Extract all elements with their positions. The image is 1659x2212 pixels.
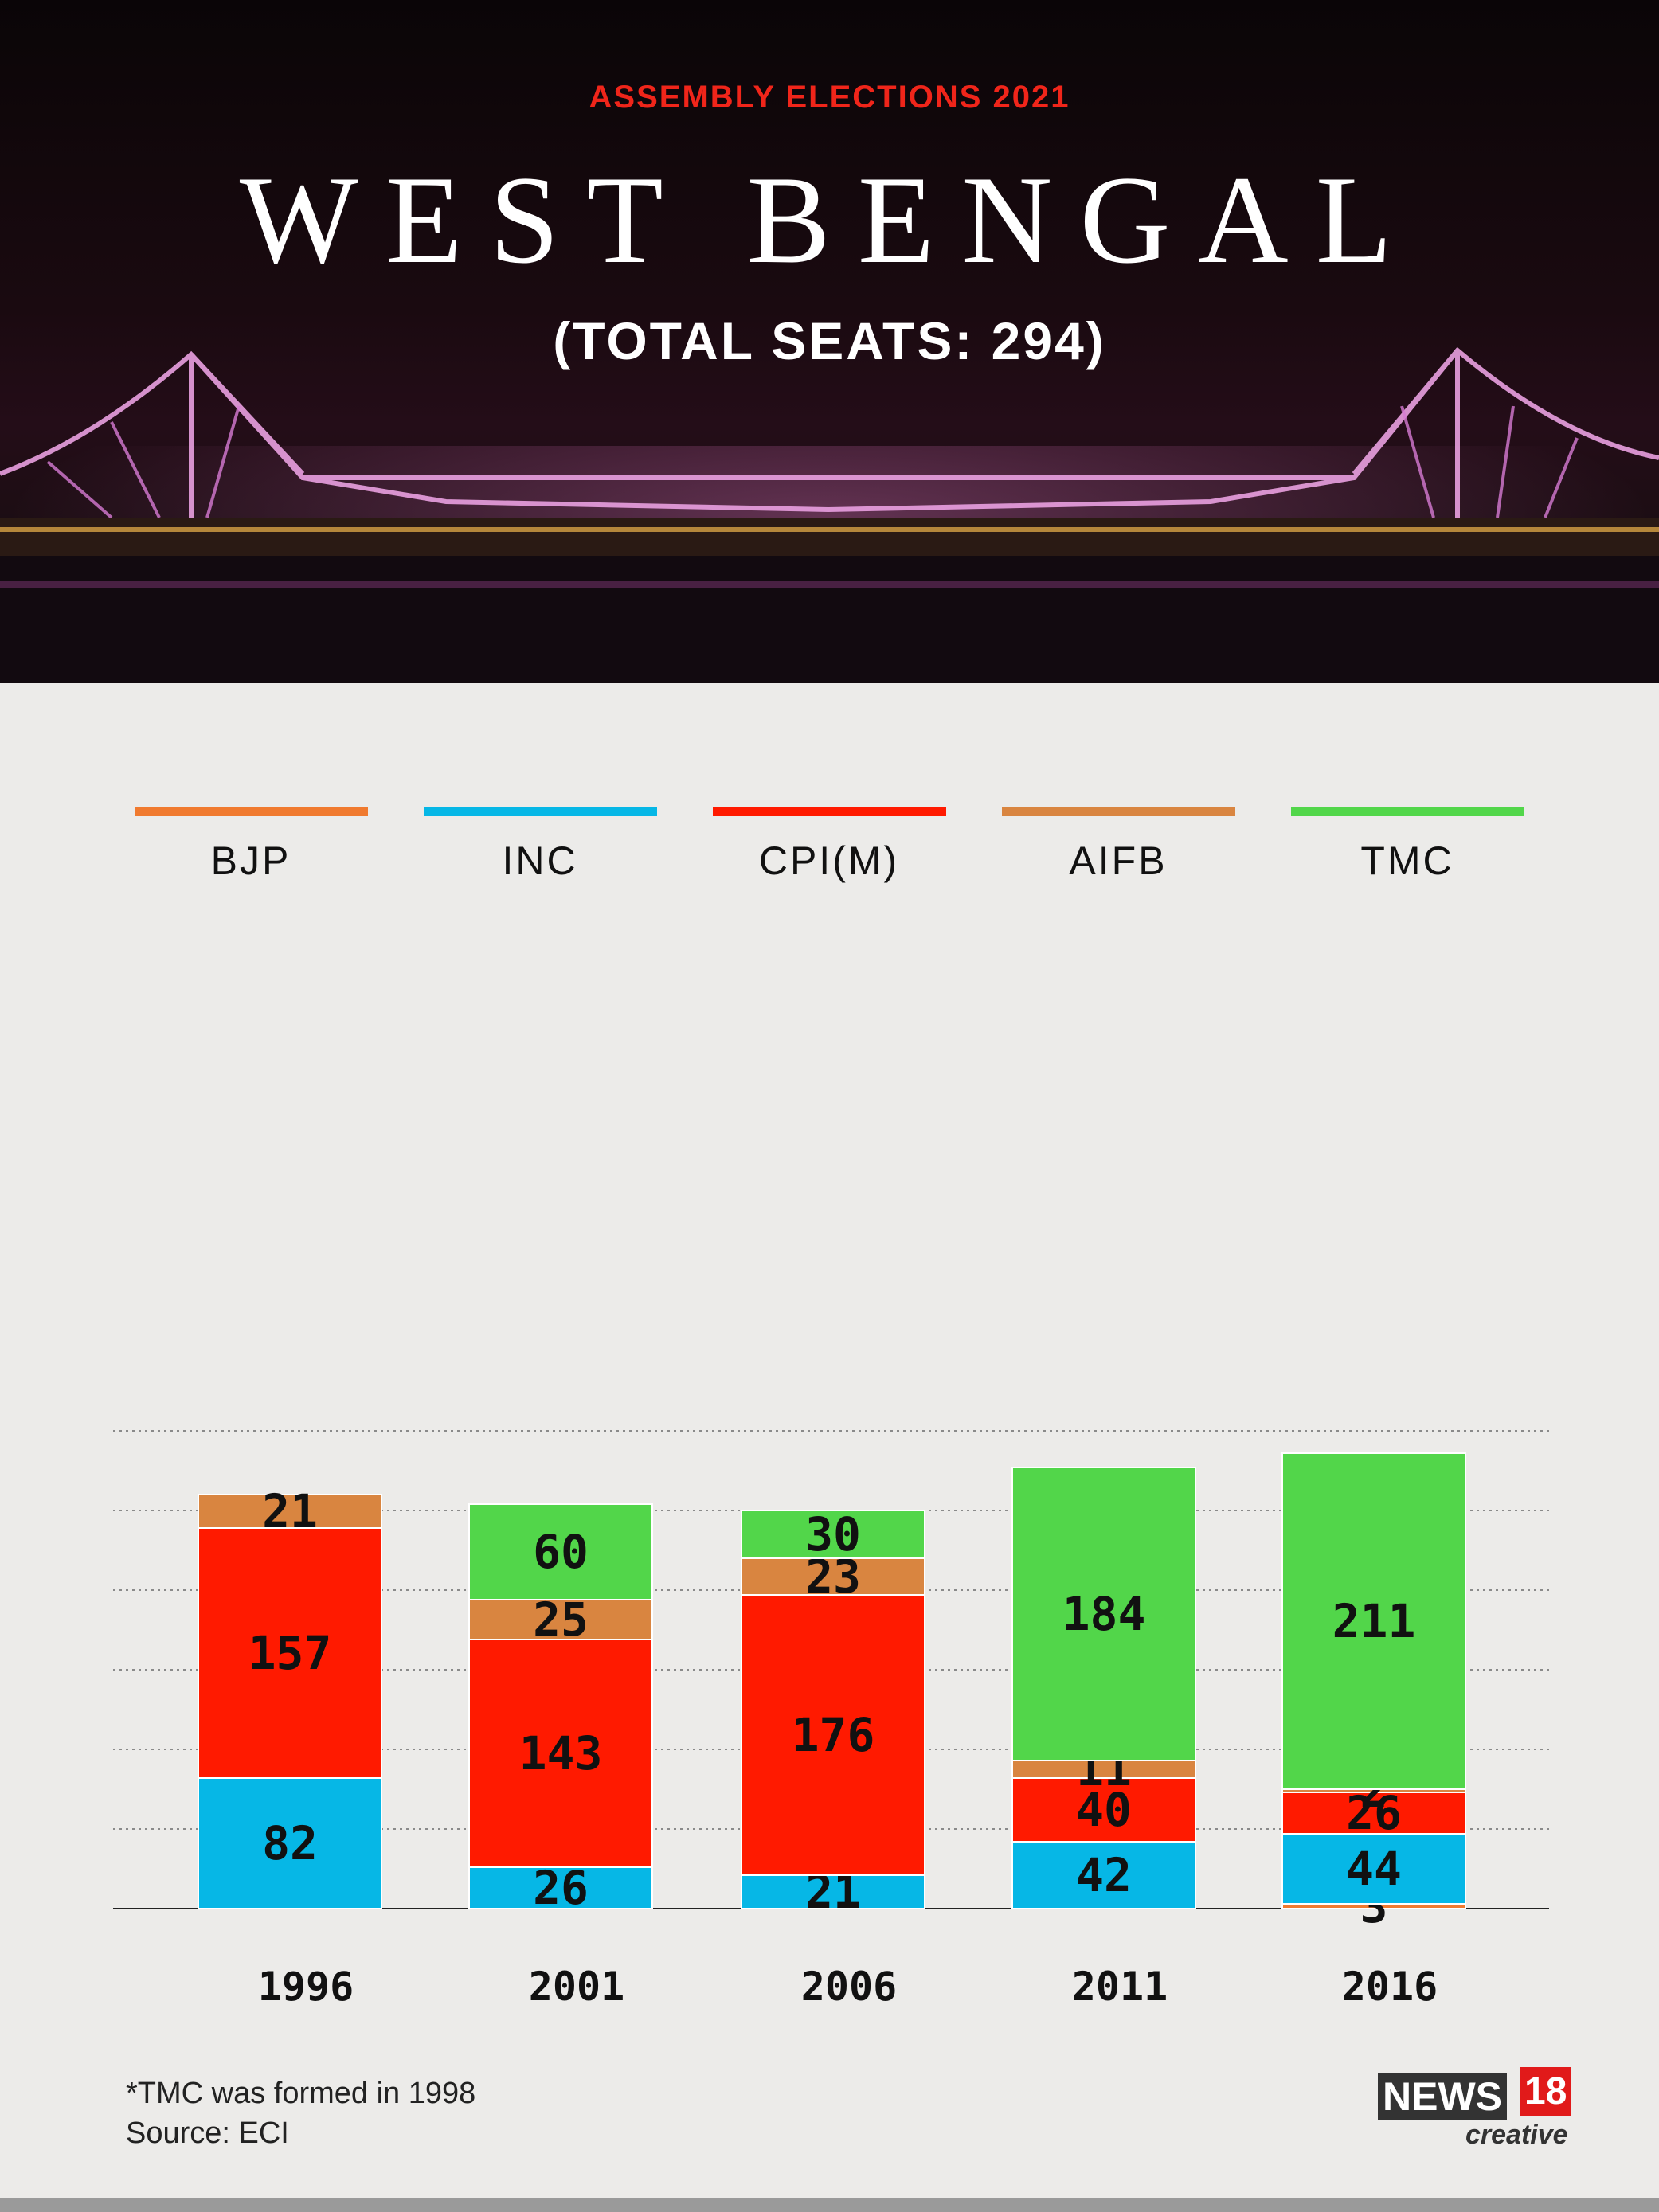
data-label: 60 — [533, 1525, 589, 1579]
legend-swatch-aifb — [1002, 807, 1235, 816]
data-label: 30 — [805, 1507, 861, 1561]
logo-creative-text: creative — [1465, 2120, 1568, 2150]
legend-swatch-cpim — [713, 807, 946, 816]
chart-panel — [0, 683, 1659, 2212]
legend-swatch-tmc — [1291, 807, 1524, 816]
data-label: 26 — [533, 1861, 589, 1915]
legend-label-cpim: CPI(M) — [758, 838, 900, 883]
data-label: 25 — [533, 1593, 589, 1647]
data-label: 40 — [1076, 1783, 1132, 1837]
x-tick-label: 2001 — [529, 1964, 624, 2010]
data-label: 157 — [248, 1626, 332, 1680]
bar-tmc-2011 — [1011, 1467, 1196, 1761]
bar-inc-2011 — [1011, 1841, 1196, 1909]
bridge-illustration — [0, 346, 1659, 683]
footnote-note: *TMC was formed in 1998 — [126, 2077, 476, 2110]
bar-cpim-2001 — [468, 1639, 653, 1868]
data-label: 211 — [1332, 1594, 1416, 1648]
legend-label-bjp: BJP — [210, 838, 291, 883]
bar-aifb-2006 — [741, 1557, 925, 1596]
bar-cpim-1996 — [198, 1527, 382, 1779]
kicker-text: ASSEMBLY ELECTIONS 2021 — [589, 80, 1070, 115]
footnote-source: Source: ECI — [126, 2116, 289, 2150]
data-label: 42 — [1076, 1848, 1132, 1902]
logo-news-text: NEWS — [1378, 2073, 1507, 2120]
x-tick-label: 2011 — [1072, 1964, 1168, 2010]
hero-banner: ASSEMBLY ELECTIONS 2021 WEST BENGAL (TOT… — [0, 0, 1659, 683]
bar-tmc-2001 — [468, 1503, 653, 1600]
x-tick-label: 2006 — [801, 1964, 897, 2010]
bar-inc-2001 — [468, 1866, 653, 1909]
page-title: WEST BENGAL — [239, 150, 1420, 290]
bar-inc-2006 — [741, 1874, 925, 1909]
news18-logo: NEWS 18 creative — [1378, 2067, 1572, 2155]
bar-aifb-2001 — [468, 1599, 653, 1640]
legend-swatch-inc — [424, 807, 657, 816]
data-label: 184 — [1062, 1587, 1146, 1641]
x-tick-label: 1996 — [258, 1964, 354, 2010]
logo-18-text: 18 — [1520, 2067, 1572, 2116]
bar-tmc-2016 — [1281, 1452, 1466, 1790]
bottom-strip — [0, 2198, 1659, 2212]
data-label: 26 — [1346, 1786, 1402, 1840]
legend-label-inc: INC — [502, 838, 578, 883]
legend-label-aifb: AIFB — [1069, 838, 1168, 883]
bar-aifb-1996 — [198, 1494, 382, 1529]
data-label: 176 — [792, 1708, 875, 1762]
bar-inc-1996 — [198, 1777, 382, 1909]
data-label: 82 — [262, 1816, 318, 1870]
bar-tmc-2006 — [741, 1510, 925, 1559]
page-subtitle: (TOTAL SEATS: 294) — [553, 311, 1106, 370]
legend-swatch-bjp — [135, 807, 368, 816]
bar-cpim-2011 — [1011, 1777, 1196, 1843]
data-label: 44 — [1346, 1842, 1402, 1896]
x-tick-label: 2016 — [1342, 1964, 1438, 2010]
legend-label-tmc: TMC — [1360, 838, 1454, 883]
data-label: 143 — [519, 1726, 603, 1780]
bar-cpim-2006 — [741, 1594, 925, 1876]
data-label: 21 — [262, 1484, 318, 1538]
